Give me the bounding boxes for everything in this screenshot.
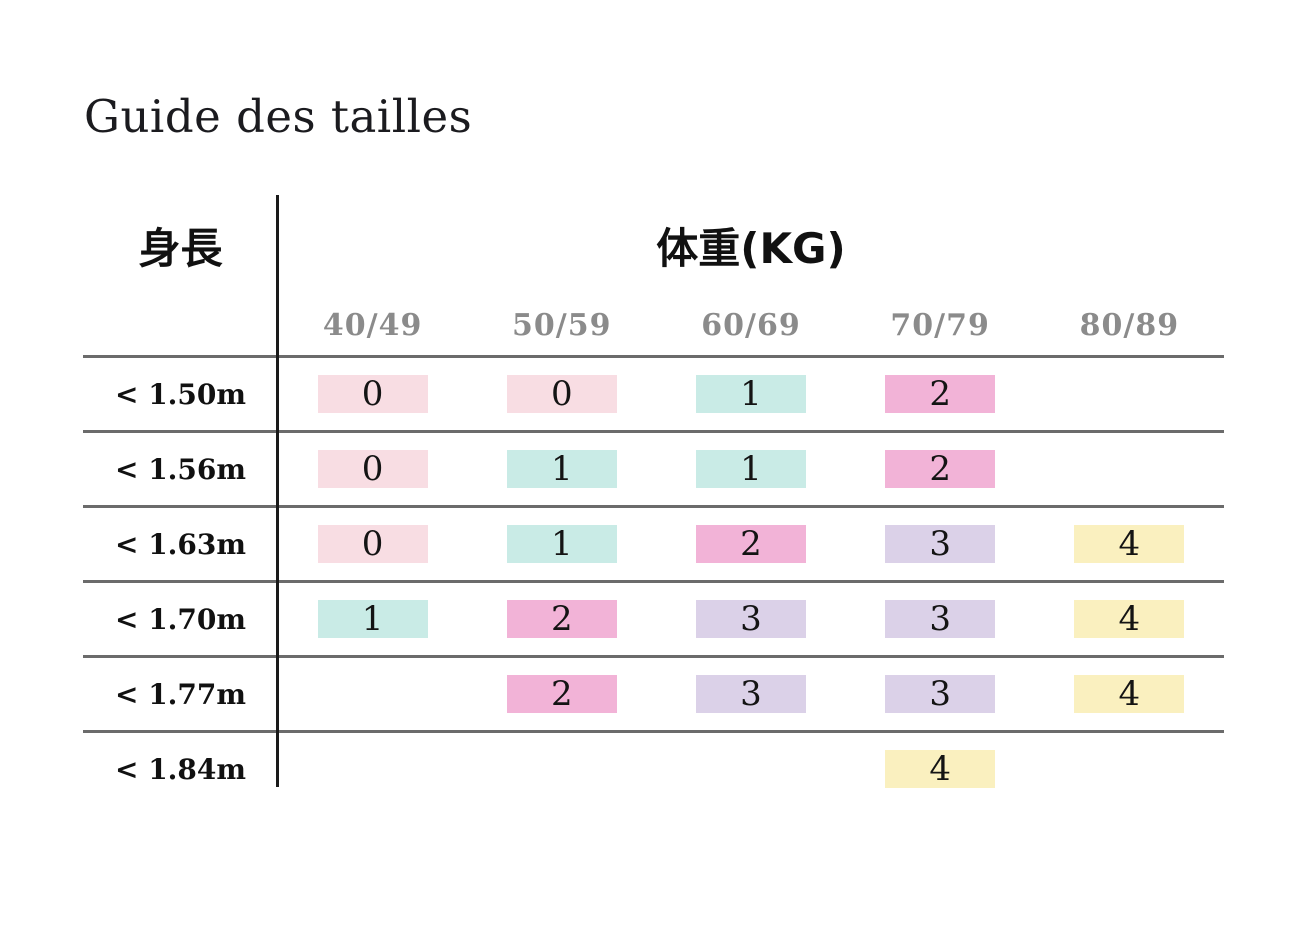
size-chip: 2 [885, 449, 996, 489]
size-chip: 0 [317, 374, 428, 414]
height-row-label: < 1.63m [114, 527, 247, 561]
height-row-label: < 1.77m [114, 677, 247, 711]
size-cell: 2 [846, 374, 1035, 414]
size-cell: 3 [846, 674, 1035, 714]
size-cell: 4 [1035, 524, 1224, 564]
weight-range-label: 40/49 [322, 307, 423, 343]
size-cell: 0 [278, 374, 467, 414]
size-cell [278, 750, 467, 788]
table-row: < 1.84m 4 [83, 730, 1224, 805]
size-chip: 3 [885, 599, 996, 639]
size-chip: 0 [317, 524, 428, 564]
size-chip: 0 [317, 449, 428, 489]
height-row-label: < 1.84m [114, 752, 247, 786]
size-chip [1074, 375, 1184, 413]
weight-column-header: 体重(KG) [656, 223, 846, 273]
vertical-divider [276, 195, 279, 787]
table-row: < 1.56m 0 1 1 2 [83, 430, 1224, 505]
size-chip: 2 [506, 674, 617, 714]
size-cell: 3 [656, 599, 845, 639]
size-cell: 2 [467, 674, 656, 714]
size-chip: 1 [695, 449, 806, 489]
size-chip [318, 750, 428, 788]
size-chip: 3 [695, 674, 806, 714]
size-cell: 2 [846, 449, 1035, 489]
page-title: Guide des tailles [84, 90, 473, 143]
size-chip [696, 750, 806, 788]
size-chip: 4 [1074, 524, 1185, 564]
size-chip: 2 [506, 599, 617, 639]
size-chip: 3 [695, 599, 806, 639]
height-column-header: 身長 [138, 223, 223, 273]
size-chip: 1 [506, 524, 617, 564]
weight-range-row: 40/49 50/59 60/69 70/79 80/89 [83, 295, 1224, 355]
size-guide-table: 身長 体重(KG) 40/49 50/59 60/69 70/79 80/89 … [83, 195, 1224, 805]
size-cell: 2 [467, 599, 656, 639]
size-chip: 2 [695, 524, 806, 564]
size-cell [467, 750, 656, 788]
height-row-label: < 1.50m [114, 377, 247, 411]
size-cell [278, 675, 467, 713]
size-chip [318, 675, 428, 713]
size-cell: 0 [278, 449, 467, 489]
size-cell: 1 [278, 599, 467, 639]
table-row: < 1.70m 1 2 3 3 4 [83, 580, 1224, 655]
weight-range-label: 60/69 [701, 307, 801, 343]
size-cell: 0 [467, 374, 656, 414]
size-chip: 4 [1074, 599, 1185, 639]
size-cell: 1 [656, 449, 845, 489]
size-chip: 1 [695, 374, 806, 414]
size-chip: 1 [317, 599, 428, 639]
weight-range-label: 70/79 [890, 307, 990, 343]
size-cell: 4 [846, 749, 1035, 789]
size-cell [656, 750, 845, 788]
size-cell: 0 [278, 524, 467, 564]
weight-range-label: 50/59 [512, 307, 612, 343]
size-cell: 3 [846, 599, 1035, 639]
table-row: < 1.63m 0 1 2 3 4 [83, 505, 1224, 580]
height-row-label: < 1.56m [114, 452, 247, 486]
size-cell: 3 [656, 674, 845, 714]
size-chip: 3 [885, 524, 996, 564]
size-chip [1074, 450, 1184, 488]
size-cell: 2 [656, 524, 845, 564]
size-chip: 1 [506, 449, 617, 489]
size-cell [1035, 450, 1224, 488]
size-chip: 4 [1074, 674, 1185, 714]
size-chip: 2 [885, 374, 996, 414]
size-chip [1074, 750, 1184, 788]
height-row-label: < 1.70m [114, 602, 247, 636]
size-cell: 1 [467, 524, 656, 564]
size-cell: 1 [467, 449, 656, 489]
weight-range-label: 80/89 [1079, 307, 1180, 343]
size-cell: 4 [1035, 674, 1224, 714]
size-cell [1035, 750, 1224, 788]
size-chip [507, 750, 617, 788]
size-chip: 0 [506, 374, 617, 414]
size-cell: 3 [846, 524, 1035, 564]
size-chip: 4 [885, 749, 996, 789]
table-row: < 1.50m 0 0 1 2 [83, 355, 1224, 430]
size-cell [1035, 375, 1224, 413]
size-cell: 4 [1035, 599, 1224, 639]
table-header-row: 身長 体重(KG) [83, 195, 1224, 295]
size-cell: 1 [656, 374, 845, 414]
size-chip: 3 [885, 674, 996, 714]
table-row: < 1.77m 2 3 3 4 [83, 655, 1224, 730]
